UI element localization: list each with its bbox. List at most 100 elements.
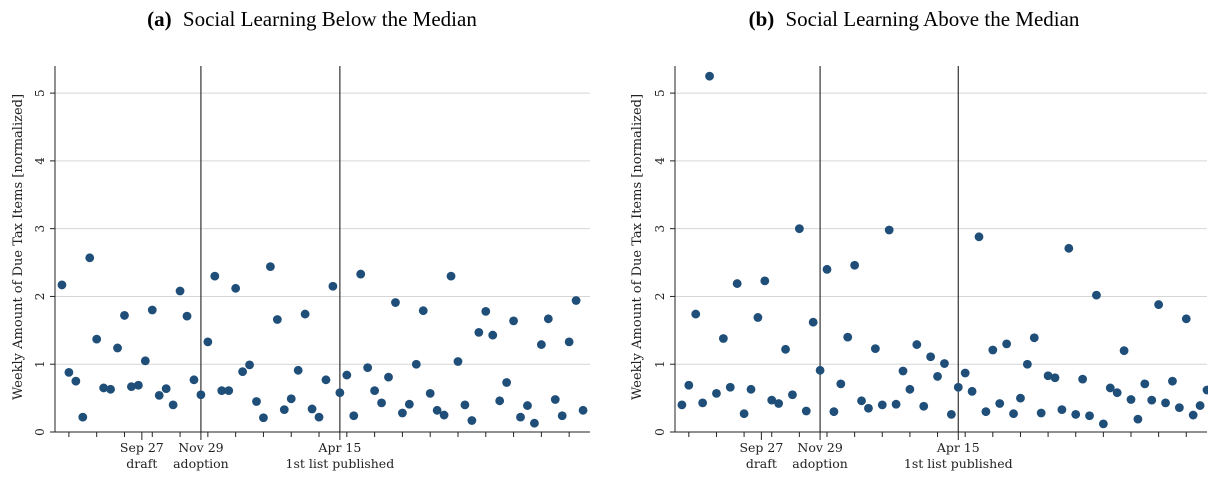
panel-b-point-22 (829, 407, 839, 417)
panel-b-point-33 (905, 384, 915, 394)
panel-a-event-label-date-2: Apr 15 (317, 440, 361, 455)
panel-a-point-12 (140, 356, 150, 366)
panel-a-label: (a) (147, 7, 172, 31)
panel-b-point-27 (864, 403, 873, 413)
panel-a-point-43 (356, 269, 366, 279)
panel-a-point-59 (467, 416, 477, 425)
panel-b: (b) Social Learning Above the Median Wee… (630, 7, 1208, 471)
panel-a-y-tick-label-5: 5 (33, 89, 47, 97)
panel-b-point-21 (822, 264, 832, 274)
panel-a-point-67 (523, 401, 532, 410)
panel-b-point-66 (1133, 414, 1143, 424)
panel-b-point-40 (953, 382, 963, 392)
panel-b-point-1 (684, 380, 694, 390)
panel-b-point-53 (1043, 371, 1053, 381)
panel-b-point-65 (1126, 395, 1136, 404)
panel-b-point-13 (767, 395, 777, 405)
panel-b-point-76 (1202, 385, 1208, 395)
panel-a-point-8 (113, 343, 122, 353)
panel-a-point-68 (530, 418, 539, 428)
panel-a-point-38 (321, 375, 331, 385)
panel-b-event-label-desc-1: adoption (792, 456, 848, 471)
panel-a-point-39 (328, 281, 338, 291)
panel-a-point-20 (196, 390, 206, 400)
panel-a-point-28 (252, 397, 261, 406)
panel-a-point-19 (189, 375, 199, 385)
panel-a-point-60 (474, 327, 484, 337)
panel-a-point-2 (71, 376, 81, 386)
panel-a-point-6 (99, 383, 109, 393)
panel-b-point-42 (967, 386, 977, 396)
panel-b-point-6 (718, 334, 728, 343)
panel-b-point-57 (1071, 409, 1081, 419)
panel-a-point-24 (224, 386, 234, 396)
panel-b-point-67 (1140, 379, 1150, 389)
panel-b-point-69 (1154, 300, 1164, 309)
panel-a-point-65 (509, 316, 518, 326)
panel-b-point-50 (1022, 359, 1032, 369)
panel-b-point-5 (712, 388, 721, 398)
panel-b-point-19 (808, 317, 818, 327)
panel-a-point-26 (238, 367, 247, 377)
panel-b-point-74 (1188, 410, 1198, 420)
panel-b-point-55 (1057, 405, 1067, 415)
panel-a-point-21 (203, 337, 213, 347)
panel-a-ylabel: Weekly Amount of Due Tax Items [normaliz… (11, 94, 26, 400)
panel-a-title-text: Social Learning Below the Median (183, 7, 477, 31)
panel-a-point-40 (335, 388, 345, 398)
panel-a-point-69 (536, 340, 546, 349)
panel-b-y-tick-label-0: 0 (653, 428, 667, 436)
panel-a-point-25 (231, 283, 241, 293)
panel-a-grid (55, 92, 590, 365)
panel-a-point-1 (64, 367, 74, 377)
panel-a-point-48 (391, 298, 400, 307)
panel-a-point-44 (363, 363, 373, 373)
panel-a-point-58 (460, 400, 470, 410)
panel-a-y-tick-label-1: 1 (33, 360, 47, 368)
panel-a-point-11 (133, 380, 143, 390)
panel-a-point-41 (342, 370, 352, 380)
panel-b-point-41 (960, 368, 970, 378)
panel-a-x-ticks (68, 432, 570, 440)
panel-b-point-54 (1050, 373, 1060, 383)
panel-b-y-tick-label-5: 5 (653, 89, 667, 97)
panel-a-point-66 (516, 412, 525, 422)
panel-b-point-8 (732, 279, 742, 288)
panel-b-point-43 (974, 232, 984, 242)
panel-a-point-5 (92, 334, 102, 344)
panel-b-x-ticks (688, 432, 1187, 440)
panel-a-point-4 (85, 253, 95, 263)
panel-b-point-61 (1098, 419, 1108, 429)
panel-b-point-56 (1064, 243, 1074, 253)
panel-a-title: (a) Social Learning Below the Median (147, 7, 477, 31)
panel-a-point-9 (120, 311, 129, 320)
panel-b-point-14 (774, 399, 784, 408)
panel-a-event-label-desc-1: adoption (173, 456, 229, 471)
panel-b-grid (675, 92, 1207, 365)
panel-b-point-29 (877, 400, 887, 410)
panel-a-point-70 (543, 314, 553, 324)
panel-b-point-36 (926, 352, 936, 362)
panel-a-point-17 (175, 286, 185, 296)
panel-b-event-label-desc-0: draft (746, 456, 777, 471)
panel-b-point-10 (746, 384, 756, 394)
panel-b-point-49 (1016, 393, 1025, 403)
panel-b-point-32 (898, 366, 908, 376)
panel-a-point-61 (481, 306, 491, 316)
panel-b-point-64 (1119, 346, 1129, 356)
panel-a-event-label-desc-2: 1st list published (286, 456, 395, 471)
panel-a-point-14 (154, 391, 164, 400)
panel-a-point-34 (293, 365, 303, 375)
panel-a-point-56 (446, 271, 456, 281)
panel-b-point-59 (1085, 411, 1094, 421)
panel-a-point-53 (425, 388, 435, 398)
panel-b-point-25 (850, 260, 860, 270)
panel-b-title: (b) Social Learning Above the Median (749, 7, 1080, 31)
panel-a-point-71 (550, 395, 560, 404)
panel-b-point-39 (946, 409, 956, 419)
panel-b-point-0 (677, 400, 687, 410)
panel-a-point-33 (286, 394, 296, 404)
panel-a-event-label-desc-0: draft (126, 456, 157, 471)
